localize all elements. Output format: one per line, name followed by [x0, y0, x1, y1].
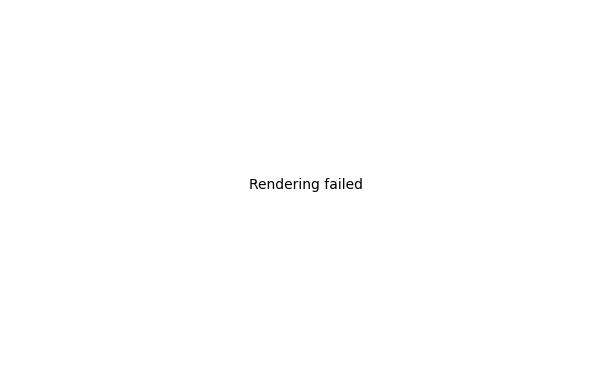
Text: Rendering failed: Rendering failed [249, 178, 363, 192]
